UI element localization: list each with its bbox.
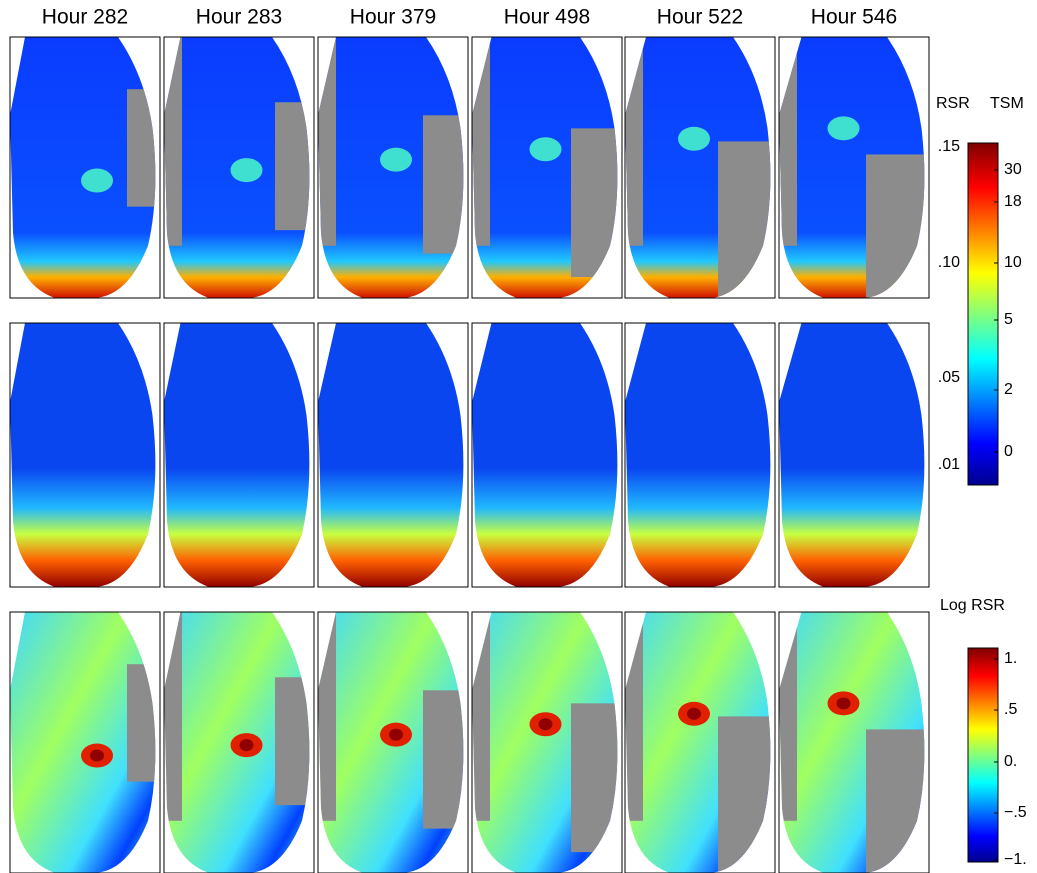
plume: [380, 147, 412, 172]
panel-frame: [317, 36, 469, 299]
panel-frame: [624, 322, 776, 588]
lake-map: [625, 323, 771, 587]
plume: [678, 126, 710, 151]
panel-frame: [163, 322, 315, 588]
lake-map: [318, 323, 464, 587]
column-header: Hour 546: [811, 6, 897, 29]
no-data-area: [164, 612, 182, 821]
lake-map: [10, 37, 156, 298]
plume-core: [239, 739, 254, 752]
log-rsr-tick-label: 0.: [1004, 753, 1017, 770]
log-rsr-tick-label: −.5: [1004, 804, 1027, 821]
tsm-tick-label: 10: [1004, 254, 1022, 271]
plume: [230, 158, 263, 183]
plume-core: [538, 718, 553, 731]
panel-frame: [163, 36, 315, 299]
panel-frame: [471, 36, 623, 299]
no-data-area: [779, 612, 797, 821]
panel-frame: [317, 611, 469, 873]
no-data-area: [472, 37, 490, 246]
panel-frame: [9, 611, 161, 873]
panel-frame: [471, 322, 623, 588]
tsm-title: TSM: [990, 95, 1024, 112]
no-data-area: [318, 612, 336, 821]
tsm-tick-label: 2: [1004, 381, 1013, 398]
no-data-area: [423, 690, 464, 829]
panel-frame: [778, 611, 930, 873]
colorbar-bottom: [967, 647, 999, 863]
plume-core: [687, 707, 701, 720]
panel-frame: [778, 322, 930, 588]
rsr-tick-label: .10: [938, 254, 960, 271]
rsr-tick-label: .01: [938, 456, 960, 473]
tsm-tick-label: 5: [1004, 311, 1013, 328]
no-data-area: [423, 115, 464, 254]
rsr-title: RSR: [936, 95, 970, 112]
no-data-area: [275, 102, 310, 231]
log-rsr-tick-label: 1.: [1004, 650, 1017, 667]
panel-frame: [624, 611, 776, 873]
no-data-area: [625, 612, 643, 821]
column-header: Hour 522: [657, 6, 743, 29]
log-rsr-tick-label: .5: [1004, 701, 1017, 718]
panel-frame: [317, 322, 469, 588]
log-rsr-title: Log RSR: [940, 597, 1005, 614]
rsr-tick-label: .05: [938, 369, 960, 386]
log-rsr-tick-label: −1.: [1004, 851, 1027, 868]
lake-map: [10, 612, 156, 873]
panel-frame: [778, 36, 930, 299]
plume: [81, 168, 113, 193]
tsm-tick-label: 0: [1004, 443, 1013, 460]
column-header: Hour 282: [42, 6, 128, 29]
panel-frame: [163, 611, 315, 873]
panel-frame: [9, 322, 161, 588]
colorbar-top: [967, 142, 999, 486]
column-header: Hour 379: [350, 6, 436, 29]
no-data-area: [779, 37, 797, 246]
panels: [9, 36, 930, 873]
plume: [827, 116, 860, 141]
column-header: Hour 498: [504, 6, 590, 29]
plume-core: [90, 749, 104, 762]
plume-core: [836, 697, 851, 710]
lake-map: [10, 323, 156, 587]
no-data-area: [318, 37, 336, 246]
panel-frame: [9, 36, 161, 299]
tsm-tick-label: 18: [1004, 193, 1022, 210]
panel-frame: [471, 611, 623, 873]
rsr-tick-label: .15: [938, 138, 960, 155]
panel-frame: [624, 36, 776, 299]
no-data-area: [625, 37, 643, 246]
lake-map: [164, 323, 310, 587]
no-data-area: [164, 37, 182, 246]
tsm-tick-label: 30: [1004, 161, 1022, 178]
lake-map: [472, 323, 618, 587]
no-data-area: [472, 612, 490, 821]
lake-map: [779, 323, 925, 587]
column-header: Hour 283: [196, 6, 282, 29]
plume: [529, 137, 562, 162]
no-data-area: [275, 677, 310, 806]
plume-core: [389, 728, 403, 741]
